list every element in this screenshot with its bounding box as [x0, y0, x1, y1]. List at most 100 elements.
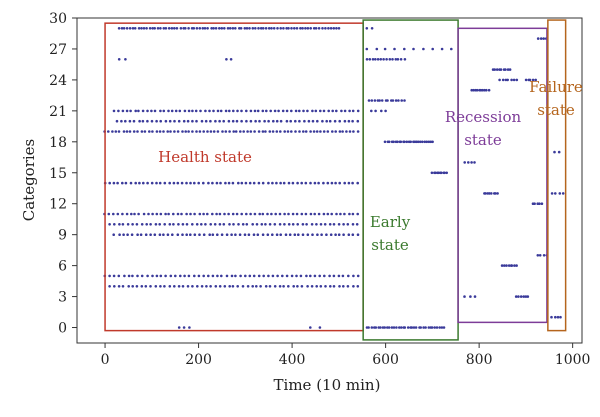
data-point — [412, 47, 415, 51]
data-point — [239, 274, 242, 278]
data-point — [264, 285, 268, 288]
data-point — [297, 233, 300, 236]
data-point — [514, 295, 518, 298]
data-point — [123, 274, 126, 278]
data-point — [285, 274, 289, 278]
data-point — [306, 27, 310, 30]
data-point — [259, 27, 263, 30]
data-point — [179, 274, 182, 278]
data-point — [153, 233, 157, 236]
data-point — [356, 285, 360, 288]
data-point — [142, 181, 145, 185]
data-point — [412, 326, 416, 329]
data-point — [291, 181, 295, 185]
x-axis-ticks: 0 200 400 600 800 1000 — [101, 343, 590, 368]
data-point — [183, 109, 187, 113]
data-point — [319, 223, 323, 226]
data-point — [191, 223, 194, 226]
data-point — [224, 181, 227, 185]
data-point — [335, 212, 338, 216]
data-point — [271, 130, 275, 133]
data-point — [490, 192, 493, 195]
data-point — [559, 315, 562, 319]
data-point — [253, 109, 257, 113]
data-point — [201, 27, 205, 30]
data-point — [240, 212, 243, 216]
data-point — [347, 274, 350, 278]
data-point — [231, 181, 235, 185]
data-point — [173, 130, 176, 133]
data-point — [270, 212, 273, 216]
data-point — [315, 130, 319, 133]
data-point — [235, 119, 239, 123]
data-point — [346, 223, 350, 226]
data-point — [185, 181, 188, 185]
data-point — [154, 223, 158, 226]
data-point — [294, 119, 297, 123]
data-point — [469, 295, 472, 298]
data-point — [133, 212, 136, 216]
data-point — [536, 254, 540, 257]
data-point — [334, 130, 338, 133]
data-point — [440, 171, 443, 175]
data-point — [295, 212, 299, 216]
data-point — [118, 223, 121, 226]
y-axis-label: Categories — [20, 139, 38, 222]
data-point — [309, 274, 312, 278]
data-point — [131, 285, 134, 288]
data-point — [312, 27, 316, 30]
data-point — [347, 181, 351, 185]
data-point — [248, 274, 252, 278]
data-point — [228, 109, 231, 113]
data-point — [390, 326, 394, 329]
data-point — [338, 130, 342, 133]
data-point — [223, 285, 227, 288]
data-point — [177, 119, 181, 123]
data-point — [347, 233, 351, 236]
data-point — [151, 27, 154, 30]
data-point — [224, 130, 228, 133]
data-point — [367, 326, 370, 329]
data-point — [186, 285, 190, 288]
data-point — [310, 285, 314, 288]
plot-frame — [76, 17, 583, 344]
data-point — [166, 233, 170, 236]
region-label: state — [371, 236, 409, 254]
data-point — [332, 27, 336, 30]
region-box — [362, 19, 459, 341]
data-point — [121, 181, 124, 185]
data-point — [351, 233, 355, 236]
data-point — [128, 130, 132, 133]
data-point — [198, 27, 202, 30]
region-label: state — [537, 101, 575, 119]
data-point — [245, 212, 248, 216]
data-point — [510, 264, 514, 267]
data-point — [149, 285, 152, 288]
data-point — [557, 150, 561, 154]
data-point — [231, 119, 235, 123]
data-point — [146, 274, 149, 278]
data-point — [315, 285, 319, 288]
data-point — [107, 130, 110, 133]
data-point — [288, 233, 292, 236]
data-point — [143, 130, 147, 133]
data-point — [124, 119, 127, 123]
data-point — [307, 119, 311, 123]
data-point — [293, 233, 297, 236]
data-point — [472, 88, 475, 92]
data-point — [487, 88, 491, 92]
data-point — [321, 119, 324, 123]
data-point — [542, 254, 546, 257]
data-point — [393, 47, 396, 51]
data-point — [440, 326, 444, 329]
data-point — [302, 130, 305, 133]
data-point — [234, 130, 238, 133]
data-point — [295, 27, 299, 30]
data-point — [163, 223, 166, 226]
data-point — [253, 130, 256, 133]
data-point — [528, 78, 532, 82]
data-point — [173, 119, 176, 123]
data-point — [197, 181, 200, 185]
data-point — [193, 233, 197, 236]
data-point — [155, 274, 159, 278]
